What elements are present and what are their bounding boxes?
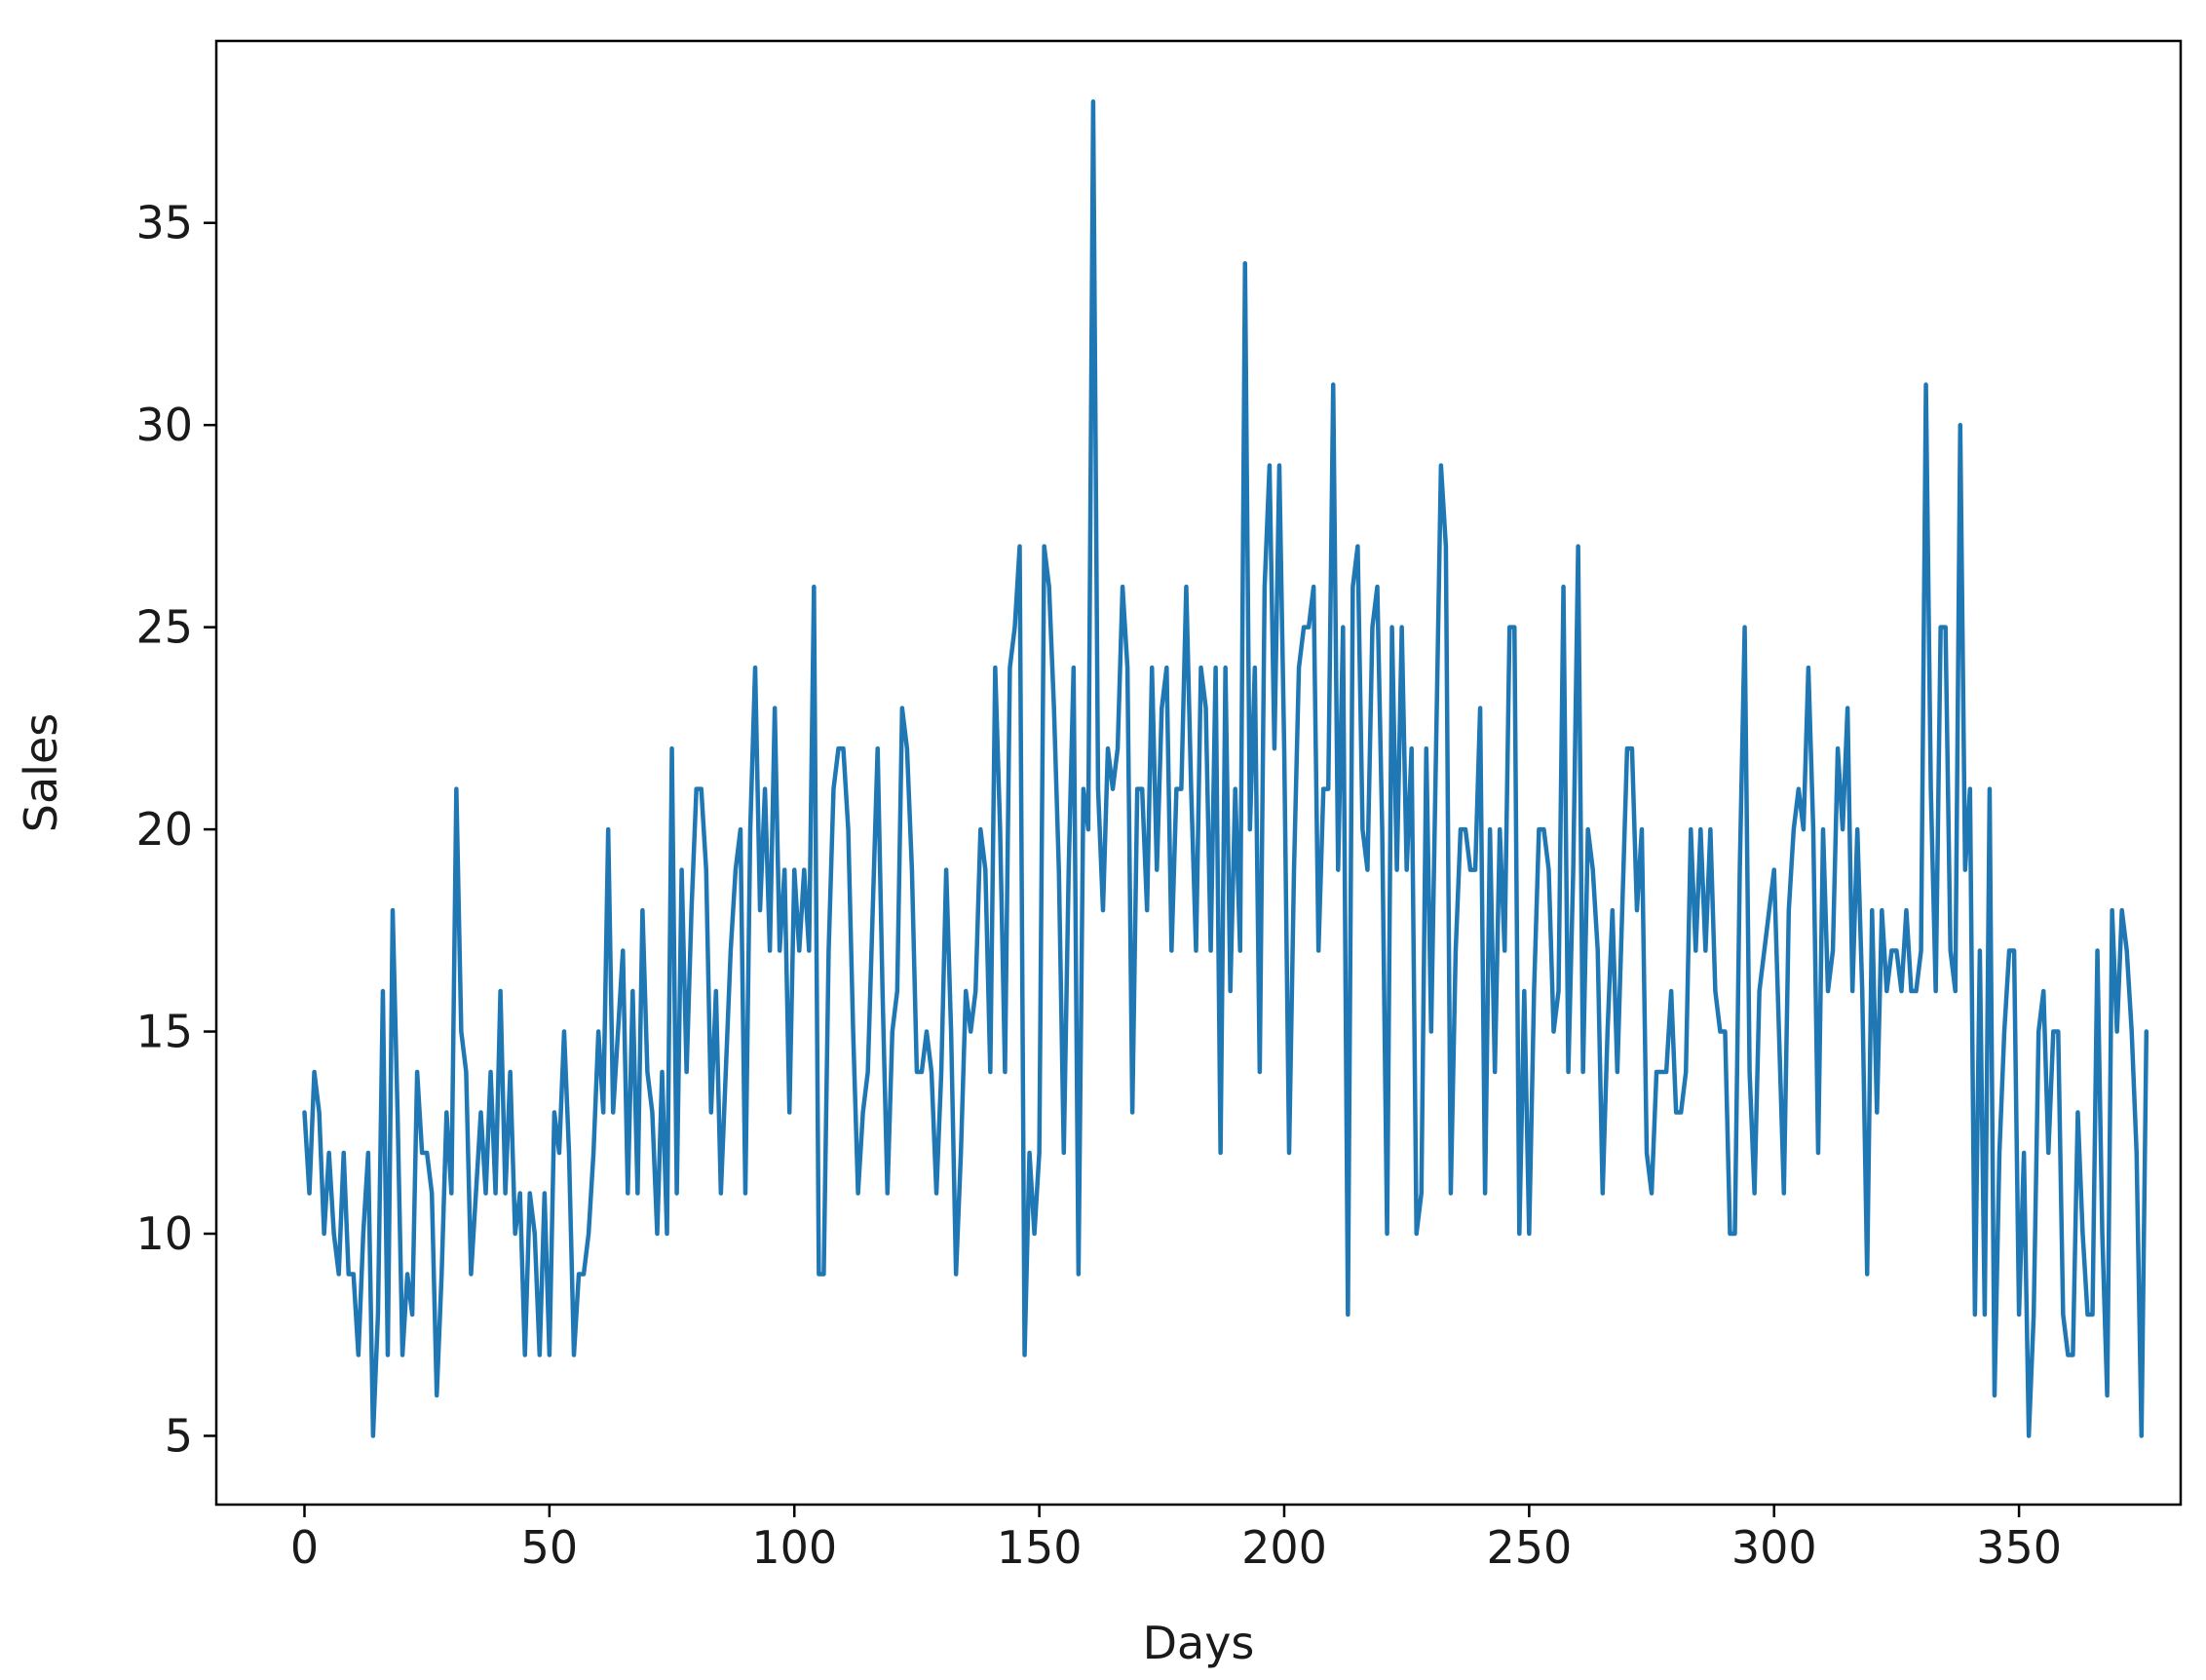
x-tick-label: 250 [1486,1521,1572,1574]
x-tick-label: 50 [521,1521,579,1574]
x-axis-label: Days [1143,1617,1255,1669]
y-tick-label: 5 [165,1409,193,1462]
series-line-0 [302,98,2149,1438]
y-tick-label: 15 [135,1006,193,1058]
y-tick-label: 20 [135,803,193,856]
y-tick-label: 35 [135,197,193,249]
x-tick-label: 300 [1731,1521,1817,1574]
plot-area: 0 50 100 150 200 250 300 350 5 10 15 20 25 30 35 [135,39,2183,1574]
y-tick-label: 30 [135,399,193,451]
axes-frame [214,39,2183,1507]
x-tick-label: 0 [290,1521,319,1574]
y-tick-label: 25 [135,601,193,654]
y-axis-label: Sales [15,713,67,832]
x-tick-label: 200 [1241,1521,1327,1574]
x-tick-label: 150 [997,1521,1083,1574]
x-tick-label: 350 [1976,1521,2062,1574]
y-tick-label: 10 [135,1207,193,1260]
x-tick-label: 100 [751,1521,837,1574]
